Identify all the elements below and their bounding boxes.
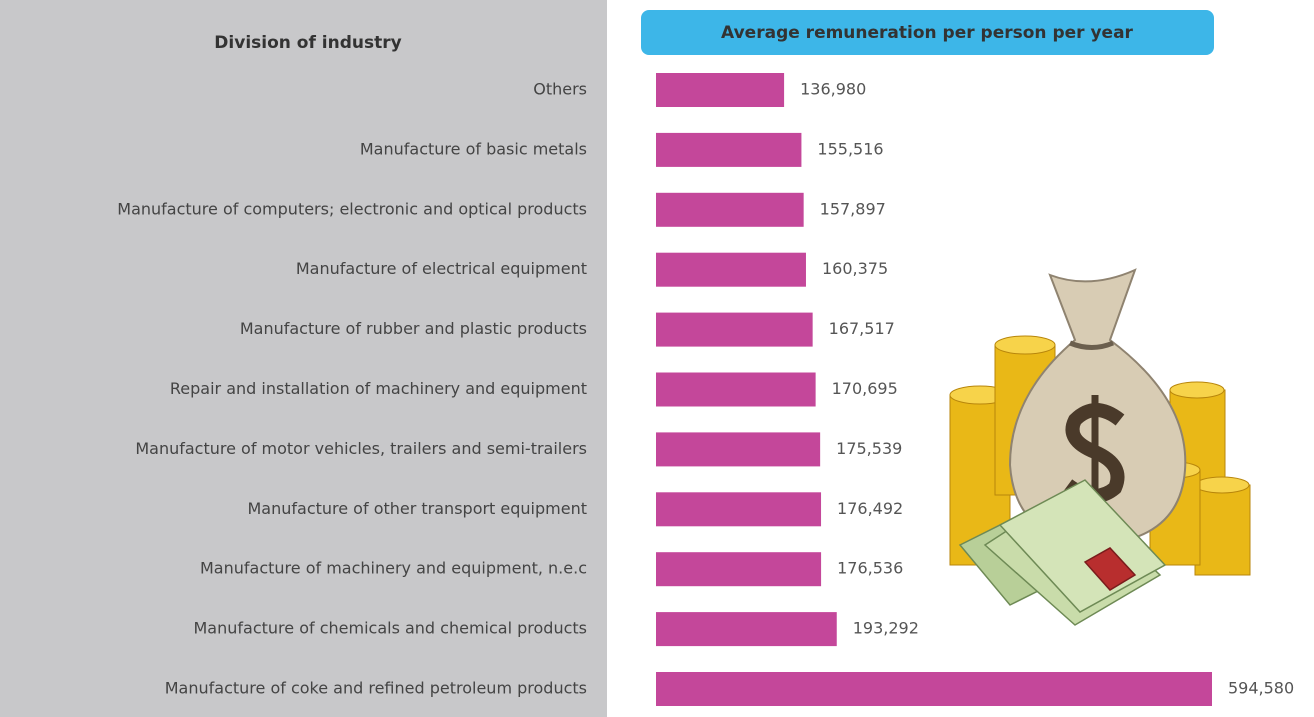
category-label: Repair and installation of machinery and… <box>170 379 587 398</box>
bar <box>656 252 806 287</box>
category-label: Others <box>533 80 587 99</box>
category-label: Manufacture of coke and refined petroleu… <box>165 679 587 698</box>
category-label: Manufacture of machinery and equipment, … <box>200 559 587 578</box>
chart-title: Average remuneration per person per year <box>721 23 1133 43</box>
value-label: 176,536 <box>837 559 903 578</box>
value-label: 155,516 <box>817 139 883 158</box>
category-panel <box>0 0 607 717</box>
bar <box>656 312 813 347</box>
title-banner <box>641 10 1214 55</box>
money-illustration <box>949 268 1251 626</box>
value-label: 193,292 <box>853 619 919 638</box>
value-label: 175,539 <box>836 439 902 458</box>
category-label: Manufacture of motor vehicles, trailers … <box>135 439 587 458</box>
bar <box>656 492 822 527</box>
bar <box>656 612 837 647</box>
bar <box>656 73 785 107</box>
category-label: Manufacture of other transport equipment <box>247 499 587 518</box>
value-label: 167,517 <box>829 319 895 338</box>
value-label: 176,492 <box>837 499 903 518</box>
bar <box>656 552 822 587</box>
bar <box>656 372 816 407</box>
category-label: Manufacture of rubber and plastic produc… <box>240 319 587 338</box>
category-label: Manufacture of computers; electronic and… <box>117 199 587 218</box>
bar <box>656 132 802 167</box>
value-label: 170,695 <box>832 379 898 398</box>
category-label: Manufacture of electrical equipment <box>296 259 587 278</box>
value-label: 160,375 <box>822 259 888 278</box>
value-label: 594,580 <box>1228 679 1294 698</box>
category-label: Manufacture of basic metals <box>360 139 587 158</box>
value-label: 136,980 <box>800 80 866 99</box>
value-label: 157,897 <box>820 199 886 218</box>
bar <box>656 432 821 467</box>
category-label: Manufacture of chemicals and chemical pr… <box>194 619 588 638</box>
category-header: Division of industry <box>214 33 401 53</box>
bar <box>656 672 1212 706</box>
bar <box>656 192 804 227</box>
